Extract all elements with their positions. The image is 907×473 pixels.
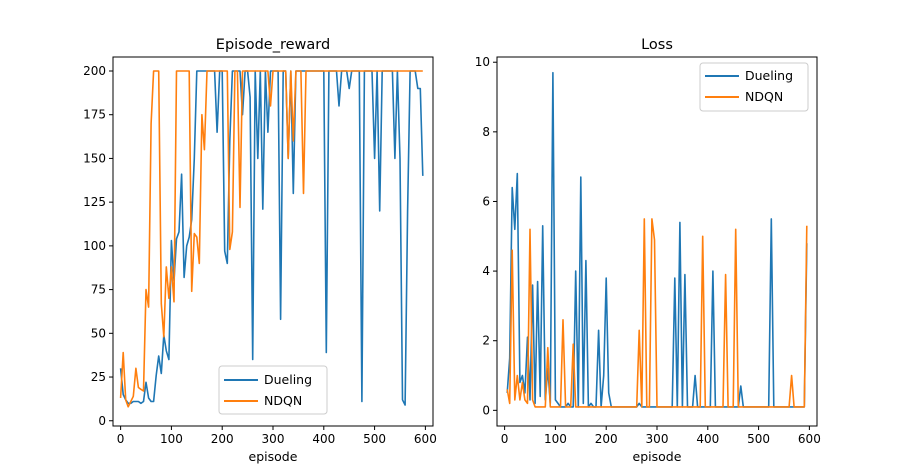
x-tick-label-reward: 0: [117, 432, 125, 446]
y-tick-label-loss: 4: [482, 264, 490, 278]
series-line-dueling-reward: [119, 70, 424, 406]
axes-reward: 0 100 200 300 400 500 600 0 25 50 75 100 125 150 175 20…: [83, 56, 437, 446]
y-tick-label-reward: 25: [91, 370, 106, 384]
y-tick-label-reward: 125: [83, 195, 106, 209]
y-tick-label-reward: 150: [83, 151, 106, 165]
x-tick-label-loss: 500: [747, 432, 770, 446]
x-tick-label-loss: 200: [595, 432, 618, 446]
y-tick-label-loss: 10: [475, 55, 490, 69]
legend-label-dueling-loss: Dueling: [745, 68, 793, 83]
y-tick-label-loss: 2: [482, 334, 490, 348]
y-tick-label-loss: 0: [482, 403, 490, 417]
y-tick-label-reward: 75: [91, 283, 106, 297]
legend-label-ndqn-reward: NDQN: [264, 393, 302, 408]
y-tick-label-reward: 100: [83, 239, 106, 253]
x-tick-label-reward: 100: [160, 432, 183, 446]
x-tick-label-loss: 600: [798, 432, 821, 446]
x-tick-label-reward: 200: [211, 432, 234, 446]
x-tick-label-reward: 600: [414, 432, 437, 446]
chart-title-loss: Loss: [641, 37, 673, 53]
x-axis-label-loss: episode: [633, 449, 682, 464]
y-tick-label-reward: 0: [98, 414, 106, 428]
x-tick-label-loss: 400: [696, 432, 719, 446]
legend-loss: Dueling NDQN: [699, 62, 809, 112]
chart-episode-reward: Episode_reward 0 100 200 300 400 500 600 0 25 50 7…: [83, 37, 437, 464]
x-tick-label-loss: 300: [646, 432, 669, 446]
series-line-ndqn-loss: [506, 218, 808, 408]
x-axis-label-reward: episode: [249, 449, 298, 464]
x-tick-label-reward: 400: [312, 432, 335, 446]
y-tick-label-reward: 175: [83, 108, 106, 122]
y-tick-label-reward: 200: [83, 64, 106, 78]
x-tick-label-reward: 300: [262, 432, 285, 446]
series-layer-reward: [119, 70, 424, 408]
y-tick-label-loss: 6: [482, 194, 490, 208]
x-tick-label-reward: 500: [363, 432, 386, 446]
legend-reward: Dueling NDQN: [218, 365, 328, 415]
legend-label-ndqn-loss: NDQN: [745, 89, 783, 104]
series-line-ndqn-reward: [119, 70, 423, 408]
x-tick-label-loss: 0: [501, 432, 509, 446]
chart-title-reward: Episode_reward: [216, 37, 330, 53]
y-tick-label-reward: 50: [91, 326, 106, 340]
plot-area-loss: 0 100 200 300 400 500 600 0 2 4 6 8 10: [475, 55, 821, 446]
legend-label-dueling-reward: Dueling: [264, 372, 312, 387]
y-tick-label-loss: 8: [482, 125, 490, 139]
axes-loss: 0 100 200 300 400 500 600 0 2 4 6 8 10: [475, 55, 821, 446]
x-tick-label-loss: 100: [544, 432, 567, 446]
plot-area-reward: 0 100 200 300 400 500 600 0 25 50 75 100 125 150 175 20…: [83, 56, 437, 446]
series-layer-loss: [506, 71, 808, 408]
